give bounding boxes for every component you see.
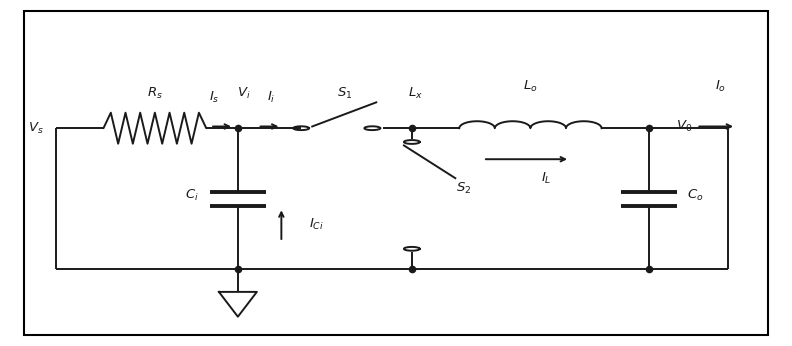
Text: $V_i$: $V_i$ [238,86,251,101]
Text: $S_1$: $S_1$ [337,86,352,101]
Text: $L_o$: $L_o$ [523,79,538,94]
Text: $C_i$: $C_i$ [185,188,199,203]
Text: $C_o$: $C_o$ [687,188,703,203]
Text: $I_o$: $I_o$ [714,79,725,94]
Text: $I_i$: $I_i$ [267,90,276,105]
Text: $L_x$: $L_x$ [409,86,423,101]
Text: $I_L$: $I_L$ [541,171,551,186]
Text: $I_s$: $I_s$ [209,90,219,105]
Text: $V_0$: $V_0$ [676,119,693,134]
FancyBboxPatch shape [25,11,767,335]
Text: $S_2$: $S_2$ [455,181,471,196]
Text: $V_s$: $V_s$ [29,121,44,136]
Polygon shape [219,292,257,317]
Text: $R_s$: $R_s$ [147,86,163,101]
Text: $I_{Ci}$: $I_{Ci}$ [310,217,325,232]
